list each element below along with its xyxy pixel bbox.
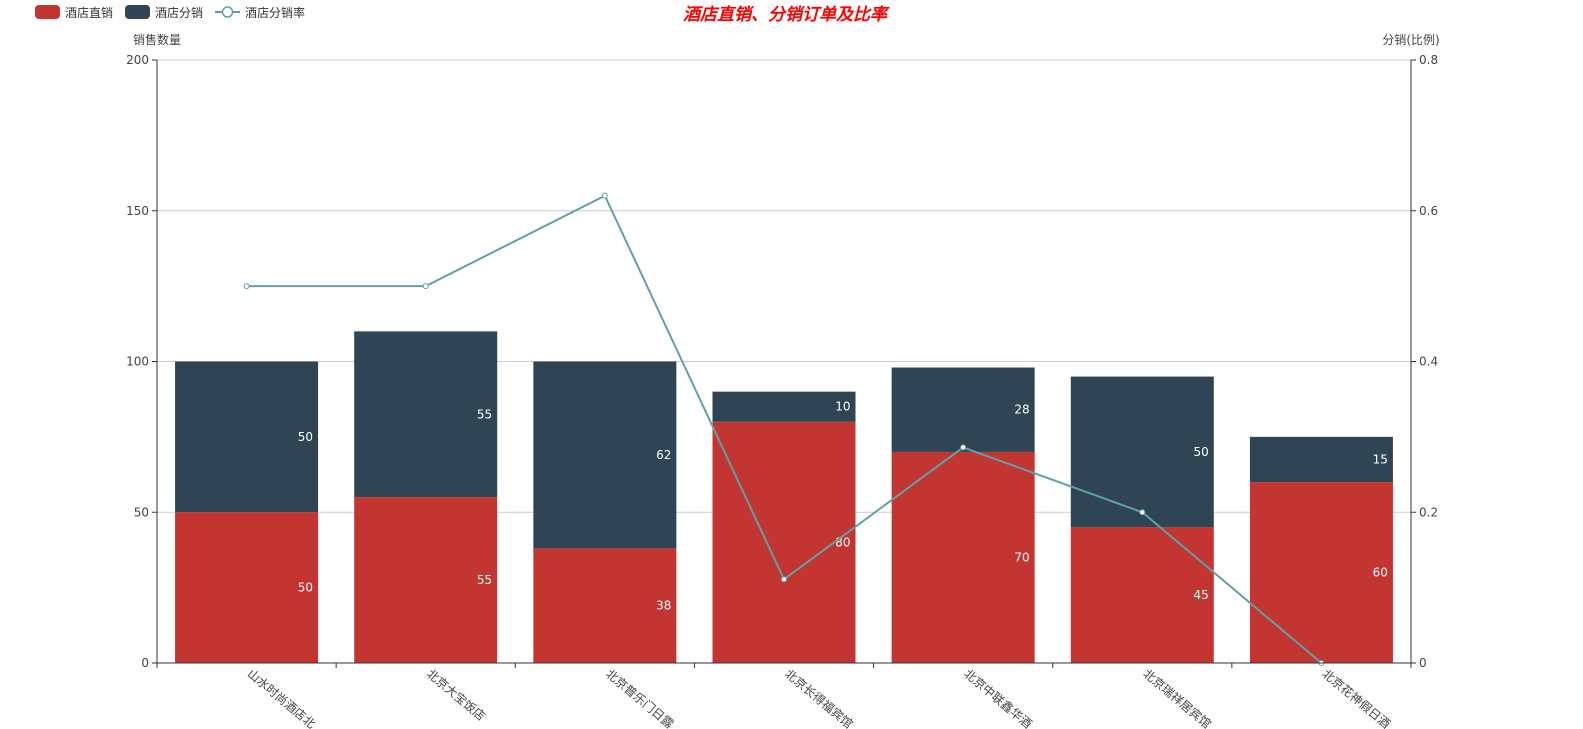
legend-label: 酒店分销率: [245, 5, 305, 20]
bar[interactable]: [891, 451, 1035, 663]
y-left-tick-label: 200: [126, 53, 149, 67]
bar[interactable]: [533, 548, 677, 663]
y-axis-right-title: 分销(比例): [1382, 33, 1439, 47]
bar[interactable]: [175, 361, 319, 513]
legend-item[interactable]: 酒店分销: [125, 5, 203, 20]
chart-title: 酒店直销、分销订单及比率: [683, 5, 890, 25]
y-left-tick-label: 100: [126, 355, 149, 369]
bar[interactable]: [712, 391, 856, 422]
bar[interactable]: [354, 331, 498, 498]
legend-label: 酒店直销: [65, 6, 113, 20]
y-axis-left-title: 销售数量: [133, 32, 181, 47]
bar-data-label: 55: [477, 407, 492, 421]
line-point[interactable]: [422, 283, 429, 290]
bar-data-label: 45: [1194, 588, 1209, 602]
line-point[interactable]: [960, 444, 967, 451]
legend-swatch: [35, 5, 60, 19]
bar-data-label: 15: [1373, 452, 1388, 466]
bar-data-label: 55: [477, 573, 492, 587]
x-tick-label: 北京中联鑫华酒: [961, 666, 1035, 729]
legend-swatch: [125, 5, 151, 19]
bar[interactable]: [1249, 482, 1393, 663]
bar-data-label: 60: [1373, 566, 1388, 580]
bar-data-label: 50: [298, 581, 313, 595]
line-point[interactable]: [243, 283, 250, 290]
bar[interactable]: [712, 421, 856, 663]
y-right-tick-label: 0.6: [1419, 204, 1438, 218]
bar-data-label: 38: [656, 599, 671, 613]
line-point[interactable]: [781, 576, 787, 583]
bar[interactable]: [891, 367, 1035, 452]
bar[interactable]: [354, 497, 498, 663]
y-left-tick-label: 50: [134, 505, 149, 519]
line-series[interactable]: [243, 192, 1325, 666]
y-right-tick-label: 0: [1419, 656, 1427, 670]
legend-item[interactable]: 酒店分销率: [215, 5, 305, 20]
bar-data-label: 28: [1014, 403, 1029, 417]
bar-data-label: 10: [835, 400, 850, 414]
bar-data-label: 80: [835, 535, 850, 549]
bar[interactable]: [1249, 436, 1393, 483]
legend-label: 酒店分销: [155, 6, 203, 20]
bar[interactable]: [1070, 376, 1214, 528]
legend-swatch-marker: [221, 6, 234, 18]
bar-data-labels: 50 55 38 80 70 45 60 50 55 62 10 28 50 15: [298, 400, 1388, 613]
y-right-tick-label: 0.4: [1419, 355, 1438, 369]
bar-data-label: 62: [656, 448, 671, 462]
bar[interactable]: [533, 361, 677, 549]
bar-data-label: 50: [1194, 445, 1209, 459]
bar-data-label: 50: [298, 430, 313, 444]
bar-data-label: 70: [1014, 550, 1029, 564]
y-left-tick-label: 0: [141, 656, 149, 670]
x-tick-label: 北京瑞祥居宾馆: [1140, 666, 1214, 729]
bar[interactable]: [1070, 527, 1214, 663]
bar-series[interactable]: [175, 331, 1393, 663]
x-tick-label: 山水时尚酒店北: [245, 667, 318, 729]
y-right-tick-label: 0.2: [1419, 505, 1438, 519]
x-tick-label: 北京普乐门日露: [603, 666, 677, 729]
bar[interactable]: [175, 512, 319, 663]
legend-item[interactable]: 酒店直销: [35, 5, 113, 20]
x-tick-label: 北京花神假日酒: [1320, 666, 1394, 729]
line-point[interactable]: [1139, 509, 1146, 516]
x-tick-label: 北京长得福宾馆: [782, 666, 856, 729]
legend[interactable]: 酒店直销 酒店分销 酒店分销率: [35, 5, 305, 20]
y-left-tick-label: 150: [126, 204, 149, 218]
x-tick-label: 北京大宝饭店: [424, 667, 488, 724]
y-right-tick-label: 0.8: [1419, 53, 1438, 67]
line-point[interactable]: [601, 192, 608, 199]
